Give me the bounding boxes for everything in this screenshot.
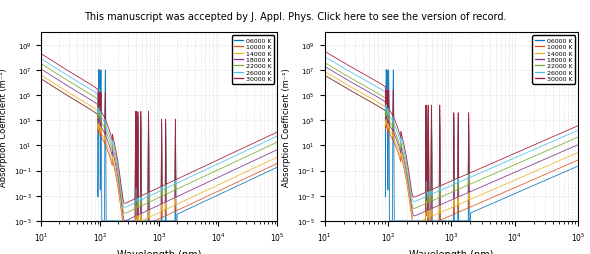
Legend: 06000 K, 10000 K, 14000 K, 18000 K, 22000 K, 26000 K, 30000 K: 06000 K, 10000 K, 14000 K, 18000 K, 2200… — [532, 36, 575, 84]
X-axis label: Wavelength (nm): Wavelength (nm) — [117, 249, 202, 254]
Y-axis label: Absorption Coefficient (m⁻¹): Absorption Coefficient (m⁻¹) — [283, 68, 291, 186]
Text: This manuscript was accepted by J. Appl. Phys. Click here to see the version of : This manuscript was accepted by J. Appl.… — [84, 11, 506, 22]
Y-axis label: Absorption Coefficient (m⁻¹): Absorption Coefficient (m⁻¹) — [0, 68, 8, 186]
X-axis label: Wavelength (nm): Wavelength (nm) — [409, 249, 494, 254]
Legend: 06000 K, 10000 K, 14000 K, 18000 K, 22000 K, 26000 K, 30000 K: 06000 K, 10000 K, 14000 K, 18000 K, 2200… — [231, 36, 274, 84]
